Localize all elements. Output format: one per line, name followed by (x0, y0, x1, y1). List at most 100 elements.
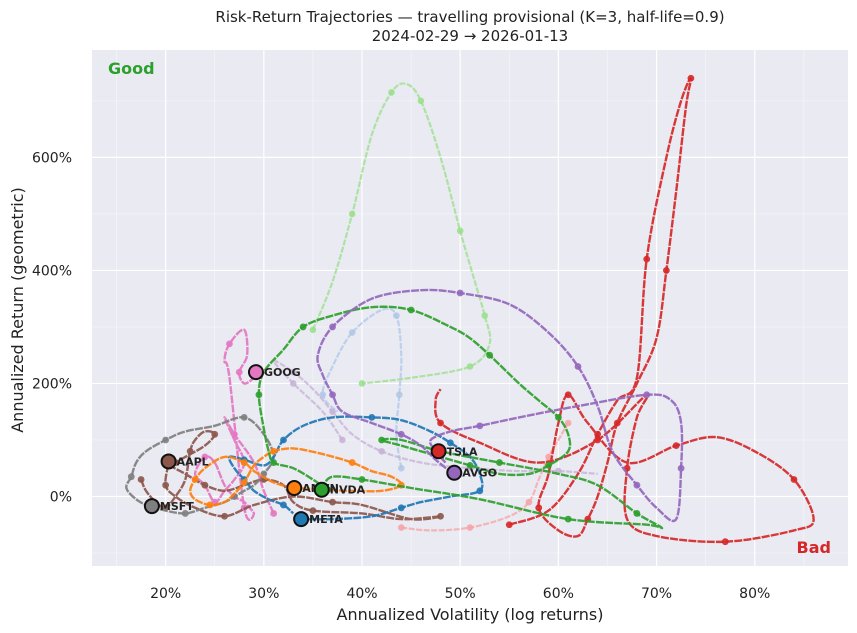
tick-labels: 20% 30% 40% 50% 60% 70% 80% 0% 200% 400% 600% (32, 150, 770, 602)
aapl-trajectory-point (162, 481, 170, 489)
avgo-trajectory-point (476, 422, 484, 430)
tsla-trajectory-point (505, 521, 513, 529)
nvda-trajectory-point (554, 413, 562, 421)
aapl-endpoint: AAPL (160, 453, 209, 470)
nvda-trajectory-point (466, 461, 474, 469)
avgo-trajectory-point (677, 464, 685, 472)
goog-trajectory-line (193, 328, 275, 521)
nvda-trajectory-point (407, 306, 415, 314)
nvda-trajectory-point (270, 459, 278, 466)
nvda-trajectory-point (545, 461, 552, 469)
nvda-trajectory-point (255, 391, 263, 399)
avgo-end-marker (446, 464, 463, 481)
msft-trajectory-point (162, 436, 170, 444)
faded-trajectory-point (466, 524, 474, 531)
aapl-trajectory-point (309, 507, 317, 515)
avgo-trajectory-point (397, 430, 405, 438)
tsla-trajectory-point (643, 255, 651, 263)
msft-trajectory-point (240, 413, 248, 421)
faded-trajectory-point (466, 363, 474, 370)
faded-trajectory-point (329, 408, 336, 416)
aapl-trajectory-point (137, 476, 145, 483)
amzn-trajectory-point (348, 459, 356, 466)
amzn-endpoint: AMZN (286, 480, 339, 497)
tsla-trajectory-point (564, 391, 572, 399)
x-tick-label: 30% (248, 586, 279, 602)
nvda-trajectory-point (378, 436, 386, 444)
meta-trajectory-point (368, 413, 376, 421)
nvda-end-marker (313, 481, 330, 498)
x-tick-label: 80% (739, 586, 770, 602)
avgo-trajectory-point (574, 363, 582, 370)
x-tick-label: 70% (641, 586, 672, 602)
aapl-trajectory-point (437, 512, 444, 520)
bad-corner-label: Bad (797, 538, 831, 557)
meta-trajectory-point (476, 487, 484, 495)
tsla-ticker-label: TSLA (447, 445, 478, 458)
faded-trajectory-point (417, 97, 425, 105)
amzn-trajectory-point (240, 478, 248, 486)
meta-end-marker (293, 511, 310, 528)
tsla-trajectory-point (437, 419, 444, 427)
tsla-trajectory-point (672, 442, 680, 450)
meta-ticker-label: META (309, 513, 343, 526)
goog-ticker-label: GOOG (264, 366, 301, 379)
aapl-ticker-label: AAPL (177, 455, 209, 468)
msft-end-marker (143, 498, 160, 515)
nvda-trajectory-point (564, 515, 572, 523)
tsla-trajectory-point (687, 74, 695, 82)
faded-trajectory-point (481, 312, 489, 319)
faded-trajectory-line (311, 82, 492, 385)
y-tick-label: 0% (50, 489, 72, 505)
faded-trajectory-point (564, 419, 572, 427)
aapl-trajectory (137, 429, 444, 521)
faded-trajectory-0 (309, 82, 492, 387)
amzn-trajectory-point (206, 501, 214, 509)
faded-trajectory-point (289, 368, 297, 376)
msft-trajectory-point (181, 510, 189, 517)
tsla-trajectory-point (662, 267, 670, 274)
avgo-trajectory-point (456, 289, 464, 297)
aapl-trajectory-point (329, 498, 336, 506)
x-tick-label: 20% (150, 586, 181, 602)
x-axis-label: Annualized Volatility (log returns) (337, 605, 604, 624)
avgo-trajectory-point (329, 323, 336, 331)
faded-trajectory-point (348, 210, 356, 218)
faded-trajectory-line (401, 422, 570, 532)
faded-trajectory-point (396, 391, 403, 399)
aapl-trajectory-line (139, 429, 442, 521)
meta-endpoint: META (293, 511, 343, 528)
aapl-end-marker (160, 453, 177, 470)
meta-trajectory-point (397, 504, 405, 512)
meta-trajectory-point (446, 439, 454, 447)
aapl-trajectory-point (221, 512, 228, 520)
faded-trajectory-point (397, 524, 405, 531)
nvda-ticker-label: NVDA (330, 484, 366, 497)
goog-endpoint: GOOG (247, 364, 301, 381)
goog-trajectory-point (201, 453, 209, 461)
x-tick-label: 60% (543, 586, 574, 602)
tsla-trajectory-point (721, 538, 729, 546)
tsla-trajectory (434, 74, 815, 546)
faded-trajectory-point (319, 391, 327, 399)
nvda-trajectory-point (633, 510, 641, 517)
goog-trajectory-point (270, 510, 278, 517)
avgo-ticker-label: AVGO (462, 467, 497, 480)
meta-trajectory-point (280, 436, 287, 444)
amzn-end-marker (286, 480, 303, 497)
faded-trajectory-point (388, 89, 395, 96)
nvda-trajectory-point (358, 476, 366, 483)
avgo-trajectory-line (316, 288, 684, 523)
aapl-trajectory-point (186, 447, 194, 455)
chart-subtitle: 2024-02-29 → 2026-01-13 (372, 27, 568, 45)
msft-ticker-label: MSFT (160, 500, 194, 513)
aapl-trajectory-point (211, 430, 219, 438)
meta-trajectory-point (280, 501, 287, 509)
msft-trajectory-point (127, 473, 135, 481)
nvda-endpoint: NVDA (313, 481, 366, 498)
amzn-trajectory-point (270, 447, 278, 455)
tsla-trajectory-line (434, 77, 815, 544)
avgo-endpoint: AVGO (446, 464, 497, 481)
series-layer: TSLA GOOG AAPL MSFT META AMZNNVDA AVGO (125, 74, 815, 546)
amzn-trajectory-point (191, 476, 199, 483)
